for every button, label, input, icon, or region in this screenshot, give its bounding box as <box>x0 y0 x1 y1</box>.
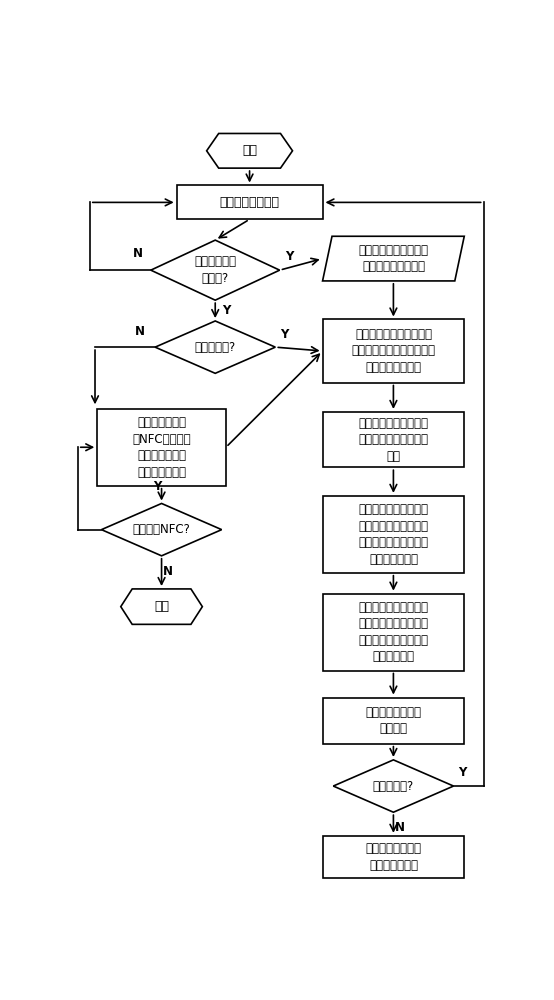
Text: 使用磁条卡?: 使用磁条卡? <box>194 341 236 354</box>
Text: 通过机顶盒客户端将加
密后读卡信息、交易信
息和密码通过网络传输
到银行交易系统: 通过机顶盒客户端将加 密后读卡信息、交易信 息和密码通过网络传输 到银行交易系统 <box>358 503 428 566</box>
Polygon shape <box>151 240 280 300</box>
Text: 用户在遥控器上输入密
码，确认并经蓝牙模块
发送: 用户在遥控器上输入密 码，确认并经蓝牙模块 发送 <box>358 417 428 463</box>
Polygon shape <box>334 760 454 812</box>
Bar <box>322 836 464 878</box>
Polygon shape <box>155 321 275 373</box>
Text: 用户划卡，并向机顶盒
客户端发送读卡信息: 用户划卡，并向机顶盒 客户端发送读卡信息 <box>358 244 428 273</box>
Text: N: N <box>135 325 145 338</box>
Text: 继续交易吗?: 继续交易吗? <box>373 780 414 793</box>
Text: 进入电子支付
模式吗?: 进入电子支付 模式吗? <box>194 255 236 285</box>
Text: 机顶盒客户端显示
交易结果: 机顶盒客户端显示 交易结果 <box>366 706 422 735</box>
Text: Y: Y <box>285 250 293 263</box>
Text: 银行交易系统验证并根
据交易信息进行交易，
然后将交易结果传回到
机顶盒客户端: 银行交易系统验证并根 据交易信息进行交易， 然后将交易结果传回到 机顶盒客户端 <box>358 601 428 663</box>
Bar <box>322 319 464 383</box>
Text: 用户持卡接近非
接NFC读卡区，
并向机顶盒客户
端发送读卡信息: 用户持卡接近非 接NFC读卡区， 并向机顶盒客户 端发送读卡信息 <box>132 416 191 479</box>
Text: Y: Y <box>222 304 230 317</box>
Text: Y: Y <box>280 328 289 341</box>
Polygon shape <box>322 236 464 281</box>
Text: Y: Y <box>458 766 466 779</box>
Bar <box>322 496 464 573</box>
Text: Y: Y <box>153 480 161 493</box>
Text: 进入正常遥控模式: 进入正常遥控模式 <box>219 196 280 209</box>
Bar <box>177 185 322 219</box>
Text: N: N <box>163 565 173 578</box>
Text: 用户按选择键，返
回收看电视模式: 用户按选择键，返 回收看电视模式 <box>366 842 422 872</box>
Polygon shape <box>121 589 202 624</box>
Bar <box>322 594 464 671</box>
Text: 开始: 开始 <box>242 144 257 157</box>
Polygon shape <box>207 133 293 168</box>
Bar <box>322 698 464 744</box>
Bar <box>322 412 464 467</box>
Text: 退出: 退出 <box>154 600 169 613</box>
Text: 使用非接NFC?: 使用非接NFC? <box>132 523 191 536</box>
Text: N: N <box>395 821 405 834</box>
Text: 机顶盒客户端接收读卡信
息，确定完整后，弹出对话
框，提示输入密码: 机顶盒客户端接收读卡信 息，确定完整后，弹出对话 框，提示输入密码 <box>351 328 435 374</box>
Bar <box>97 409 226 486</box>
Polygon shape <box>101 503 222 556</box>
Text: N: N <box>133 247 143 260</box>
